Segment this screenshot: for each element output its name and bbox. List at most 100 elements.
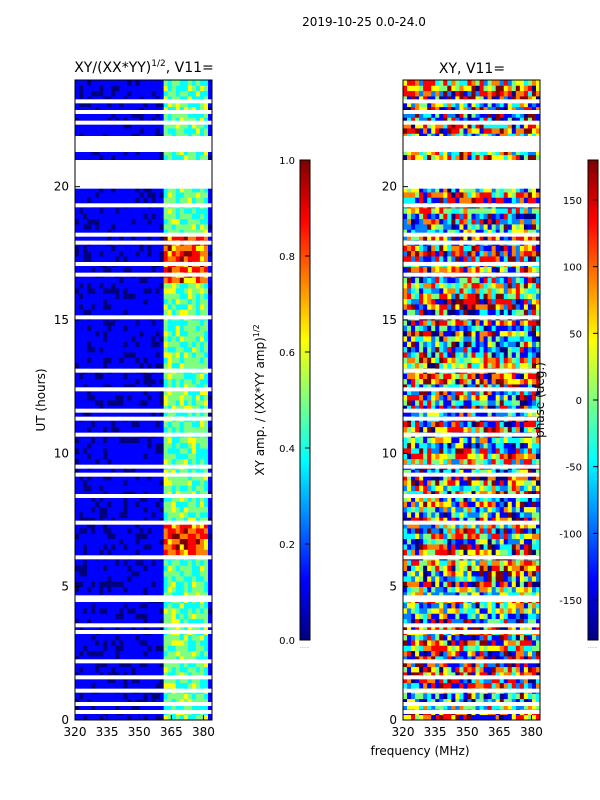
heatmap-cell (195, 224, 201, 230)
heatmap-cell (107, 288, 112, 294)
heatmap-cell (135, 602, 140, 609)
heatmap-cell (179, 394, 185, 401)
heatmap-cell (175, 512, 181, 518)
heatmap-cell (107, 474, 112, 481)
heatmap-cell (207, 277, 213, 284)
heatmap-cell (143, 389, 148, 396)
heatmap-cell (147, 90, 152, 97)
super-title: 2019-10-25 0.0-24.0 (302, 15, 426, 29)
heatmap-cell (115, 677, 120, 684)
heatmap-cell (195, 293, 201, 300)
heatmap-cell (171, 469, 177, 476)
heatmap-cell (131, 640, 136, 646)
heatmap-cell (131, 496, 136, 502)
heatmap-cell (183, 320, 189, 326)
heatmap-cell (199, 298, 205, 305)
heatmap-cell (111, 218, 116, 225)
heatmap-cell (187, 442, 193, 449)
heatmap-cell (135, 693, 140, 700)
heatmap-cell (167, 250, 173, 257)
heatmap-cell (127, 288, 132, 294)
heatmap-cell (135, 266, 140, 273)
heatmap-cell (131, 277, 136, 284)
heatmap-cell (495, 693, 501, 700)
heatmap-cell (143, 213, 148, 220)
heatmap-cell (131, 442, 136, 449)
blank-row (75, 408, 212, 413)
heatmap-cell (519, 613, 525, 620)
heatmap-cell (163, 426, 169, 433)
heatmap-cell (99, 533, 104, 540)
heatmap-cell (99, 618, 104, 625)
heatmap-cell (115, 389, 120, 396)
heatmap-cell (151, 282, 156, 289)
heatmap-cell (111, 378, 116, 385)
heatmap-cell (495, 672, 501, 678)
heatmap-cell (111, 677, 116, 684)
heatmap-cell (143, 672, 148, 678)
heatmap-cell (199, 186, 205, 193)
heatmap-cell (431, 661, 436, 668)
heatmap-cell (155, 437, 161, 444)
heatmap-cell (115, 362, 120, 369)
heatmap-cell (151, 693, 156, 700)
heatmap-cell (139, 229, 144, 236)
heatmap-cell (427, 693, 432, 700)
heatmap-cell (467, 693, 472, 700)
heatmap-cell (203, 154, 209, 161)
heatmap-cell (131, 80, 136, 86)
heatmap-cell (171, 714, 177, 721)
heatmap-cell (99, 506, 104, 513)
y-tick-label: 5 (61, 580, 69, 594)
heatmap-cell (91, 501, 96, 508)
heatmap-cell (103, 277, 108, 284)
heatmap-cell (143, 309, 148, 316)
heatmap-cell (87, 517, 92, 524)
heatmap-cell (95, 256, 100, 262)
heatmap-cell (79, 384, 84, 390)
heatmap-cell (91, 714, 96, 721)
heatmap-cell (103, 645, 108, 652)
heatmap-cell (135, 352, 140, 358)
heatmap-cell (187, 458, 193, 465)
heatmap-cell (123, 213, 128, 220)
heatmap-cell (163, 298, 169, 305)
heatmap-cell (107, 581, 112, 588)
heatmap-cell (195, 149, 201, 156)
heatmap-cell (191, 517, 197, 524)
heatmap-cell (143, 410, 148, 417)
heatmap-cell (439, 704, 444, 710)
heatmap-cell (143, 586, 148, 593)
heatmap-cell (535, 602, 541, 609)
heatmap-cell (99, 693, 104, 700)
heatmap-cell (207, 634, 213, 641)
heatmap-cell (199, 197, 205, 204)
heatmap-cell (143, 608, 148, 614)
heatmap-cell (111, 149, 116, 156)
heatmap-cell (127, 618, 132, 625)
heatmap-cell (135, 704, 140, 710)
heatmap-cell (103, 309, 108, 316)
heatmap-cell (107, 346, 112, 353)
heatmap-cell (467, 650, 472, 657)
heatmap-cell (183, 469, 189, 476)
heatmap-cell (139, 677, 144, 684)
heatmap-cell (151, 80, 156, 86)
heatmap-cell (207, 112, 213, 118)
heatmap-cell (123, 256, 128, 262)
heatmap-cell (75, 320, 80, 326)
heatmap-cell (171, 677, 177, 684)
heatmap-cell (87, 453, 92, 460)
heatmap-cell (103, 672, 108, 678)
heatmap-cell (203, 602, 209, 609)
heatmap-cell (459, 586, 464, 593)
heatmap-cell (535, 698, 541, 705)
heatmap-cell (527, 698, 533, 705)
heatmap-cell (139, 634, 144, 641)
heatmap-cell (127, 192, 132, 198)
heatmap-cell (159, 288, 165, 294)
heatmap-cell (103, 346, 108, 353)
heatmap-cell (167, 218, 173, 225)
heatmap-cell (175, 576, 181, 582)
heatmap-cell (427, 618, 432, 625)
